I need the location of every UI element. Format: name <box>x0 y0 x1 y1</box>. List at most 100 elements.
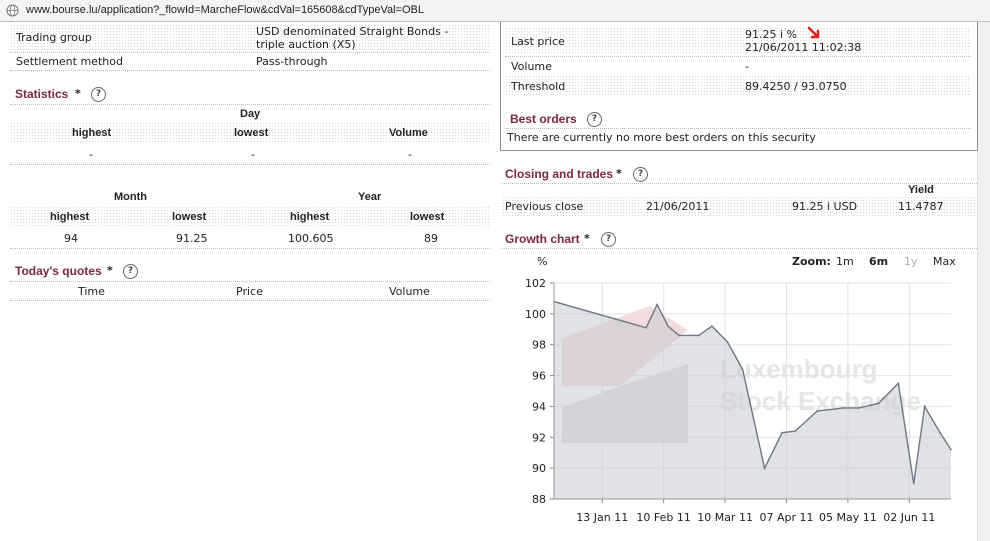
data-point <box>645 326 647 329</box>
trading-group-label: Trading group <box>16 31 92 44</box>
y-tick-label: 98 <box>532 339 546 352</box>
todays-quotes-title: Today's quotes <box>15 264 102 278</box>
day-header: Day <box>240 108 261 120</box>
last-price-label: Last price <box>511 35 565 48</box>
address-bar[interactable]: www.bourse.lu/application?_flowId=Marche… <box>0 0 990 22</box>
price-box <box>500 22 978 151</box>
trading-group-value-1: USD denominated Straight Bonds - <box>256 25 449 38</box>
settlement-label: Settlement method <box>16 55 123 68</box>
y-tick-label: 96 <box>532 370 546 383</box>
zoom-1m[interactable]: 1m <box>836 255 854 268</box>
data-point <box>912 482 915 485</box>
y-tick-label: 94 <box>532 400 546 413</box>
data-point <box>656 303 658 306</box>
todays-quotes-help-icon[interactable]: ? <box>123 264 138 279</box>
x-tick-label: 10 Mar 11 <box>697 511 753 524</box>
best-orders-text: There are currently no more best orders … <box>507 131 816 144</box>
quotes-col-volume: Volume <box>389 285 430 298</box>
day-col-volume: Volume <box>389 127 428 139</box>
y-tick-label: 100 <box>525 308 546 321</box>
x-tick-label: 13 Jan 11 <box>576 511 628 524</box>
threshold-row <box>505 75 971 95</box>
threshold-value: 89.4250 / 93.0750 <box>745 80 847 93</box>
growth-chart-title: Growth chart <box>505 232 580 246</box>
previous-close-label: Previous close <box>505 200 584 213</box>
year-col-highest: highest <box>290 211 330 223</box>
closing-star: * <box>616 167 622 180</box>
growth-chart-help-icon[interactable]: ? <box>601 232 616 247</box>
data-point <box>781 431 783 434</box>
day-highest-value: - <box>89 148 93 161</box>
statistics-help-icon[interactable]: ? <box>91 87 106 102</box>
data-point <box>697 334 700 337</box>
data-point <box>877 402 880 405</box>
year-col-lowest: lowest <box>410 211 445 223</box>
zoom-6m[interactable]: 6m <box>869 255 889 268</box>
previous-close-yield: 11.4787 <box>898 200 944 213</box>
month-col-lowest: lowest <box>172 211 207 223</box>
year-header: Year <box>358 191 382 203</box>
data-point <box>939 431 941 434</box>
data-point <box>858 407 860 409</box>
quotes-col-price: Price <box>236 285 263 298</box>
x-tick-label: 07 Apr 11 <box>759 511 813 524</box>
day-header-row <box>10 122 490 142</box>
month-header: Month <box>114 191 147 203</box>
month-col-highest: highest <box>50 211 90 223</box>
x-tick-label: 10 Feb 11 <box>636 511 690 524</box>
data-point <box>923 405 926 408</box>
x-tick-label: 02 Jun 11 <box>883 511 935 524</box>
todays-quotes-star: * <box>107 264 113 277</box>
data-point <box>950 448 952 451</box>
quotes-col-time: Time <box>78 285 105 298</box>
data-point <box>897 382 900 385</box>
data-point <box>711 325 713 327</box>
data-point <box>726 340 729 343</box>
yield-header: Yield <box>908 184 934 196</box>
trading-group-row <box>10 24 490 51</box>
data-point <box>678 334 680 337</box>
y-tick-label: 90 <box>532 462 546 475</box>
data-point <box>816 410 819 412</box>
data-point <box>794 430 797 432</box>
data-point <box>763 467 766 469</box>
month-highest-value: 94 <box>64 232 78 245</box>
trading-group-value-2: triple auction (X5) <box>256 38 356 51</box>
y-tick-label: 92 <box>532 431 546 444</box>
zoom-max[interactable]: Max <box>933 255 956 268</box>
year-highest-value: 100.605 <box>288 232 334 245</box>
last-price-value: 91.25 i % <box>745 28 797 41</box>
growth-chart-star: * <box>584 232 590 245</box>
series-area <box>554 301 951 499</box>
data-point <box>667 325 669 327</box>
arrow-down-right-icon <box>807 26 820 39</box>
settlement-value: Pass-through <box>256 55 328 68</box>
previous-close-row <box>502 196 977 216</box>
best-orders-title: Best orders <box>510 112 577 126</box>
statistics-title: Statistics <box>15 87 69 101</box>
volume-label: Volume <box>511 60 552 73</box>
day-col-lowest: lowest <box>234 127 269 139</box>
statistics-star: * <box>75 87 81 100</box>
month-year-header-row <box>10 206 490 226</box>
url-text: www.bourse.lu/application?_flowId=Marche… <box>26 4 424 16</box>
data-point <box>842 407 845 409</box>
month-lowest-value: 91.25 <box>176 232 208 245</box>
previous-close-price: 91.25 i USD <box>792 200 858 213</box>
last-price-row <box>505 27 971 55</box>
volume-value: - <box>745 60 749 73</box>
x-tick-label: 05 May 11 <box>819 511 877 524</box>
watermark-text-1: Luxembourg <box>720 354 877 384</box>
best-orders-help-icon[interactable]: ? <box>587 112 602 127</box>
threshold-label: Threshold <box>511 80 566 93</box>
chart-unit-label: % <box>537 255 548 268</box>
zoom-label: Zoom: <box>792 255 831 268</box>
globe-icon <box>6 4 19 17</box>
y-tick-label: 102 <box>525 277 546 290</box>
closing-help-icon[interactable]: ? <box>633 167 648 182</box>
day-volume-value: - <box>408 148 412 161</box>
last-price-time: 21/06/2011 11:02:38 <box>745 41 862 54</box>
vertical-scrollbar[interactable] <box>977 22 990 541</box>
day-lowest-value: - <box>251 148 255 161</box>
